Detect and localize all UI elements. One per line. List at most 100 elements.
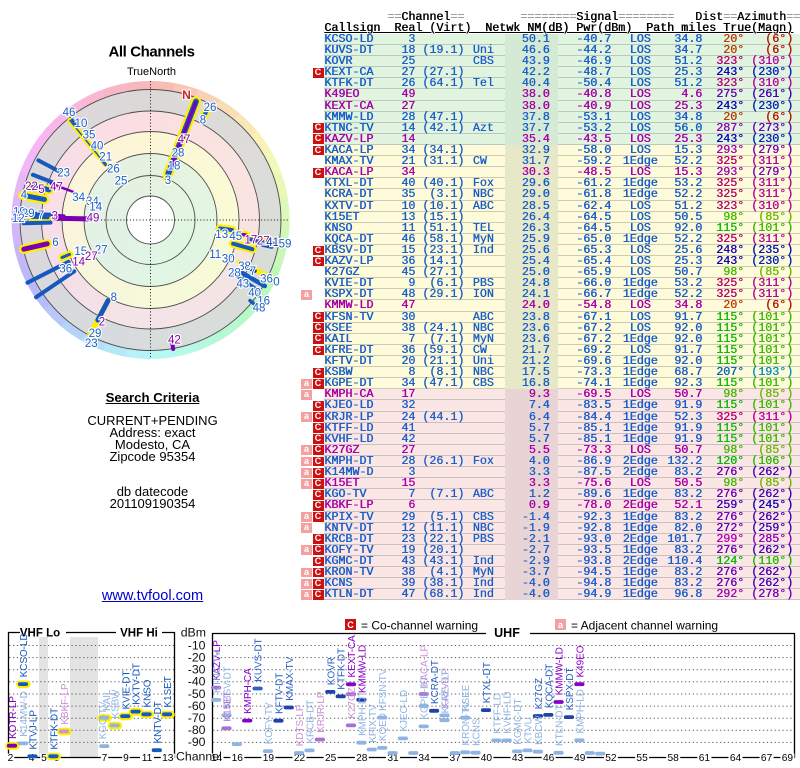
svg-text:34: 34 (86, 196, 99, 208)
svg-text:49: 49 (574, 753, 586, 764)
svg-text:23: 23 (57, 168, 70, 180)
svg-text:38: 38 (238, 261, 251, 273)
svg-text:KBSV-DT: KBSV-DT (223, 666, 234, 708)
svg-text:= Adjacent channel warning: = Adjacent channel warning (571, 619, 718, 633)
svg-text:KNSO: KNSO (143, 679, 154, 707)
svg-text:64: 64 (730, 753, 742, 764)
svg-text:7: 7 (102, 753, 108, 764)
svg-text:-50: -50 (188, 687, 206, 701)
svg-text:31: 31 (387, 753, 399, 764)
svg-text:KMPH-DT: KMPH-DT (357, 691, 368, 736)
svg-text:KSBW: KSBW (111, 689, 122, 719)
svg-text:KAIL: KAIL (102, 689, 113, 711)
svg-text:KFTV-DT: KFTV-DT (274, 673, 285, 714)
svg-text:KTXL-DT: KTXL-DT (482, 662, 493, 703)
svg-text:28: 28 (228, 267, 241, 279)
svg-text:KTNC-TV: KTNC-TV (212, 650, 223, 693)
svg-text:21: 21 (99, 152, 112, 164)
svg-text:KRCB-DT: KRCB-DT (306, 700, 317, 744)
svg-text:13: 13 (162, 753, 174, 764)
svg-text:= Co-channel warning: = Co-channel warning (361, 619, 478, 633)
svg-text:KTVJ-LP: KTVJ-LP (29, 710, 40, 750)
svg-text:KTFK-DT: KTFK-DT (49, 708, 60, 750)
svg-text:K27GZ: K27GZ (534, 678, 545, 709)
svg-text:67: 67 (761, 753, 773, 764)
svg-text:KJEO-LD: KJEO-LD (399, 690, 410, 732)
svg-text:37: 37 (450, 753, 462, 764)
svg-text:40: 40 (248, 288, 261, 300)
svg-text:40: 40 (481, 753, 493, 764)
svg-text:27: 27 (95, 245, 108, 257)
svg-text:Channel: Channel (176, 750, 222, 764)
svg-text:34: 34 (418, 753, 430, 764)
svg-text:3: 3 (52, 211, 58, 223)
svg-text:22: 22 (294, 753, 306, 764)
svg-text:40: 40 (91, 141, 104, 153)
svg-text:29: 29 (22, 208, 35, 220)
svg-text:14: 14 (211, 753, 223, 764)
svg-text:KRJR-LP: KRJR-LP (316, 691, 327, 733)
svg-text:12: 12 (12, 213, 25, 225)
svg-text:KMPH-LD: KMPH-LD (575, 689, 586, 733)
svg-text:VHF Hi: VHF Hi (120, 628, 158, 640)
svg-text:KCSO-LD: KCSO-LD (19, 633, 30, 677)
svg-text:KTFK-DT: KTFK-DT (337, 648, 348, 690)
svg-text:KAZV-LP: KAZV-LP (212, 640, 223, 681)
svg-text:KAZV-LP: KAZV-LP (441, 668, 452, 709)
svg-text:27: 27 (85, 251, 98, 263)
svg-text:KOFY-TV: KOFY-TV (264, 702, 275, 744)
svg-text:VHF Lo: VHF Lo (20, 628, 60, 640)
svg-text:KGPE-DT: KGPE-DT (420, 676, 431, 720)
svg-text:58: 58 (668, 753, 680, 764)
svg-text:KTLN-DT: KTLN-DT (555, 704, 566, 746)
svg-text:7: 7 (38, 210, 44, 222)
svg-text:61: 61 (699, 753, 711, 764)
svg-text:11: 11 (142, 753, 153, 764)
svg-text:-70: -70 (188, 711, 206, 725)
svg-text:17: 17 (245, 234, 258, 246)
svg-text:KQED: KQED (378, 713, 389, 741)
svg-text:-60: -60 (188, 699, 206, 713)
svg-text:dBm: dBm (181, 626, 206, 640)
svg-text:KGMC-DT: KGMC-DT (513, 699, 524, 745)
svg-text:28: 28 (172, 148, 185, 160)
svg-text:KOTR-LP: KOTR-LP (8, 696, 19, 739)
svg-text:45: 45 (229, 231, 242, 243)
svg-text:13: 13 (215, 229, 228, 241)
svg-text:34: 34 (72, 192, 85, 204)
svg-text:KGO-TV: KGO-TV (98, 701, 109, 739)
svg-text:69: 69 (782, 753, 794, 764)
svg-text:15: 15 (74, 246, 87, 258)
svg-text:C: C (347, 620, 354, 630)
svg-text:KCNS: KCNS (472, 718, 483, 746)
svg-text:KCRA-DT: KCRA-DT (430, 660, 441, 704)
svg-text:KFSN-TV: KFSN-TV (378, 668, 389, 711)
svg-text:27: 27 (257, 235, 270, 247)
svg-text:KSPX-DT: KSPX-DT (565, 667, 576, 710)
svg-text:All Channels: All Channels (108, 44, 194, 61)
svg-text:K15ET: K15ET (223, 691, 234, 721)
svg-text:55: 55 (636, 753, 648, 764)
svg-text:25: 25 (325, 753, 337, 764)
svg-text:KPIX-TV: KPIX-TV (368, 704, 379, 743)
svg-text:14: 14 (89, 201, 102, 213)
svg-text:KVHF-LD: KVHF-LD (503, 691, 514, 733)
svg-text:42: 42 (168, 334, 181, 346)
svg-text:TrueNorth: TrueNorth (127, 66, 176, 78)
svg-text:6: 6 (52, 237, 58, 249)
svg-text:KTVU: KTVU (524, 717, 535, 743)
svg-text:a: a (558, 620, 564, 630)
svg-text:18: 18 (168, 161, 181, 173)
svg-text:-20: -20 (188, 650, 206, 664)
svg-text:KRON-TV: KRON-TV (461, 701, 472, 746)
svg-text:KNTV-DT: KNTV-DT (153, 701, 164, 743)
svg-text:43: 43 (512, 753, 524, 764)
svg-text:K49EO: K49EO (575, 645, 586, 677)
svg-text:5: 5 (41, 753, 47, 764)
svg-text:KXTV-DT: KXTV-DT (132, 663, 143, 705)
svg-text:16: 16 (257, 296, 270, 308)
svg-text:-10: -10 (188, 638, 206, 652)
svg-text:KOVR: KOVR (326, 657, 337, 685)
svg-text:35: 35 (83, 129, 96, 141)
svg-text:K14MW-D: K14MW-D (19, 691, 30, 736)
